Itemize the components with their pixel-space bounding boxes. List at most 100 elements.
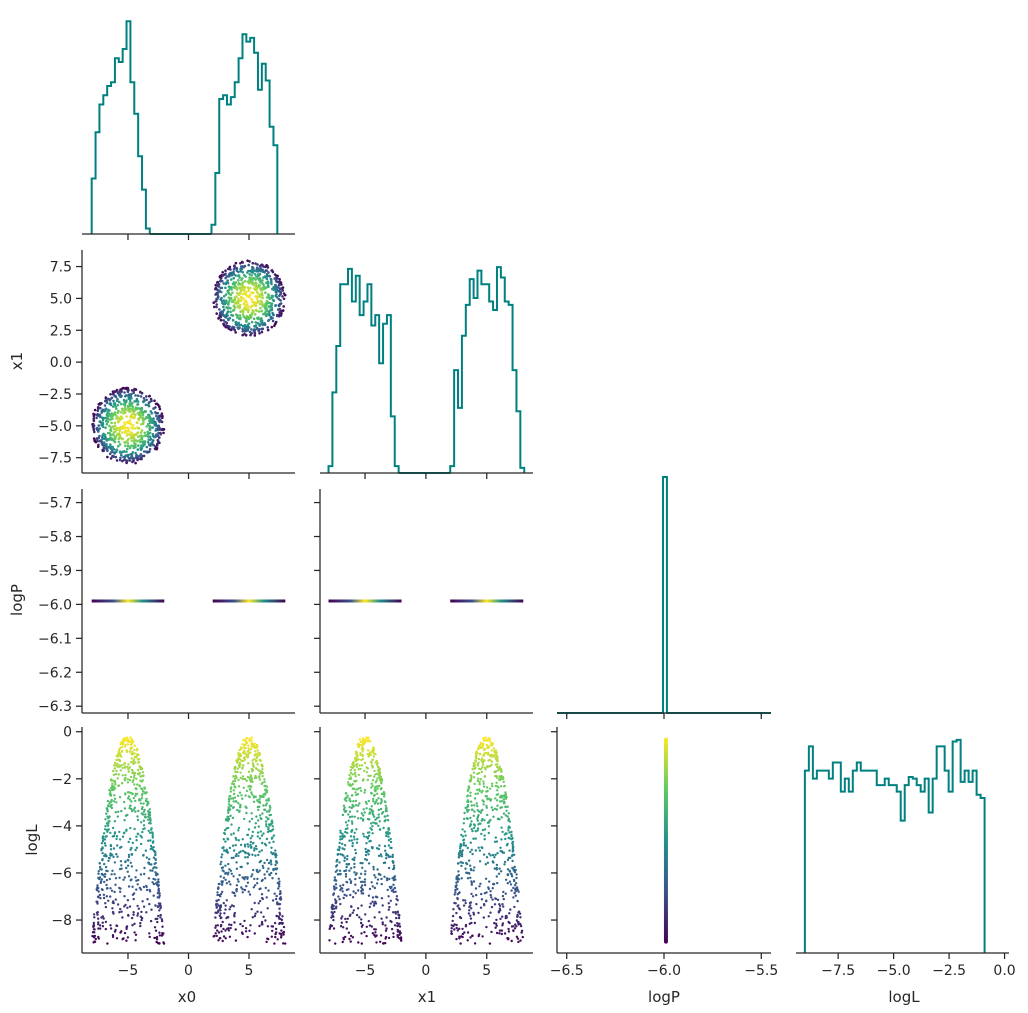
scatter-point	[249, 840, 252, 844]
scatter-point	[258, 861, 261, 864]
scatter-point	[281, 295, 284, 298]
scatter-point	[107, 820, 110, 823]
scatter-point	[154, 853, 157, 856]
scatter-point	[250, 812, 253, 815]
scatter-point	[247, 828, 251, 831]
scatter-point	[369, 774, 372, 777]
scatter-point	[116, 855, 119, 858]
scatter-point	[467, 859, 471, 862]
scatter-point	[478, 885, 481, 888]
scatter-point	[461, 932, 464, 936]
scatter-point	[511, 841, 514, 845]
scatter-point	[386, 819, 390, 822]
scatter-point	[96, 406, 100, 409]
scatter-point	[107, 828, 110, 831]
scatter-point	[346, 831, 349, 835]
scatter-point	[227, 288, 231, 292]
scatter-point	[257, 310, 261, 313]
scatter-point	[381, 923, 384, 926]
scatter-point	[348, 773, 351, 777]
scatter-point	[123, 739, 127, 742]
scatter-point	[389, 837, 392, 841]
scatter-point	[256, 831, 260, 834]
scatter-logP-vs-x1-band-1	[450, 599, 524, 603]
scatter-point	[363, 931, 366, 934]
scatter-point	[395, 895, 399, 898]
scatter-point	[153, 866, 156, 869]
scatter-point	[261, 303, 264, 306]
scatter-point	[102, 896, 106, 900]
scatter-point	[106, 449, 109, 453]
scatter-point	[114, 395, 118, 399]
scatter-point	[383, 795, 386, 798]
scatter-point	[379, 802, 382, 805]
scatter-point	[131, 761, 135, 765]
scatter-point	[359, 786, 362, 790]
scatter-point	[478, 933, 481, 936]
scatter-point	[126, 899, 130, 902]
scatter-point	[234, 774, 238, 778]
scatter-point	[104, 927, 108, 931]
scatter-point	[352, 760, 355, 764]
scatter-point	[351, 858, 354, 861]
scatter-point	[125, 415, 128, 418]
scatter-point	[450, 927, 453, 930]
scatter-point	[254, 295, 258, 298]
scatter-point	[519, 939, 522, 942]
scatter-point	[238, 306, 241, 310]
scatter-point	[155, 402, 159, 406]
y-tick-label: −2	[51, 772, 72, 788]
scatter-point	[459, 847, 462, 850]
scatter-point	[258, 924, 261, 928]
scatter-point	[126, 797, 130, 800]
scatter-point	[486, 813, 489, 817]
scatter-point	[118, 443, 122, 446]
scatter-point	[506, 873, 509, 877]
hist-x0-x-axis	[82, 233, 295, 240]
scatter-point	[161, 925, 164, 928]
scatter-point	[126, 432, 130, 436]
scatter-point	[501, 830, 504, 834]
scatter-point	[246, 323, 250, 327]
scatter-point	[459, 942, 462, 945]
scatter-point	[372, 755, 375, 758]
scatter-point	[256, 749, 259, 752]
scatter-point	[259, 759, 262, 762]
scatter-point	[110, 806, 114, 810]
scatter-point	[252, 795, 256, 798]
scatter-point	[228, 798, 231, 801]
scatter-point	[217, 939, 220, 942]
hist-x0-mode-a	[90, 20, 151, 234]
scatter-point	[482, 785, 486, 788]
scatter-point	[494, 763, 498, 766]
scatter-point	[265, 858, 269, 862]
scatter-point	[222, 901, 225, 905]
scatter-point	[241, 283, 244, 287]
scatter-point	[361, 779, 365, 782]
scatter-point	[400, 939, 403, 942]
scatter-point	[93, 916, 96, 919]
scatter-point	[348, 869, 351, 872]
scatter-point	[496, 898, 500, 902]
scatter-point	[396, 899, 399, 902]
scatter-point	[126, 420, 129, 424]
scatter-point	[258, 778, 262, 781]
scatter-logL-vs-x1	[328, 736, 524, 945]
scatter-point	[98, 420, 102, 423]
scatter-point	[134, 451, 137, 455]
scatter-point	[222, 838, 225, 841]
scatter-point	[216, 924, 219, 927]
y-tick-label: −4	[51, 819, 72, 835]
scatter-point	[159, 904, 162, 907]
scatter-point	[490, 760, 494, 763]
scatter-point	[464, 899, 467, 902]
scatter-point	[234, 284, 237, 288]
scatter-point	[147, 839, 150, 842]
scatter-point	[371, 825, 374, 828]
scatter-point	[109, 887, 112, 890]
scatter-point	[494, 774, 497, 778]
scatter-point	[119, 411, 123, 414]
scatter-point	[277, 877, 280, 880]
scatter-point	[507, 920, 510, 924]
scatter-point	[513, 853, 516, 856]
